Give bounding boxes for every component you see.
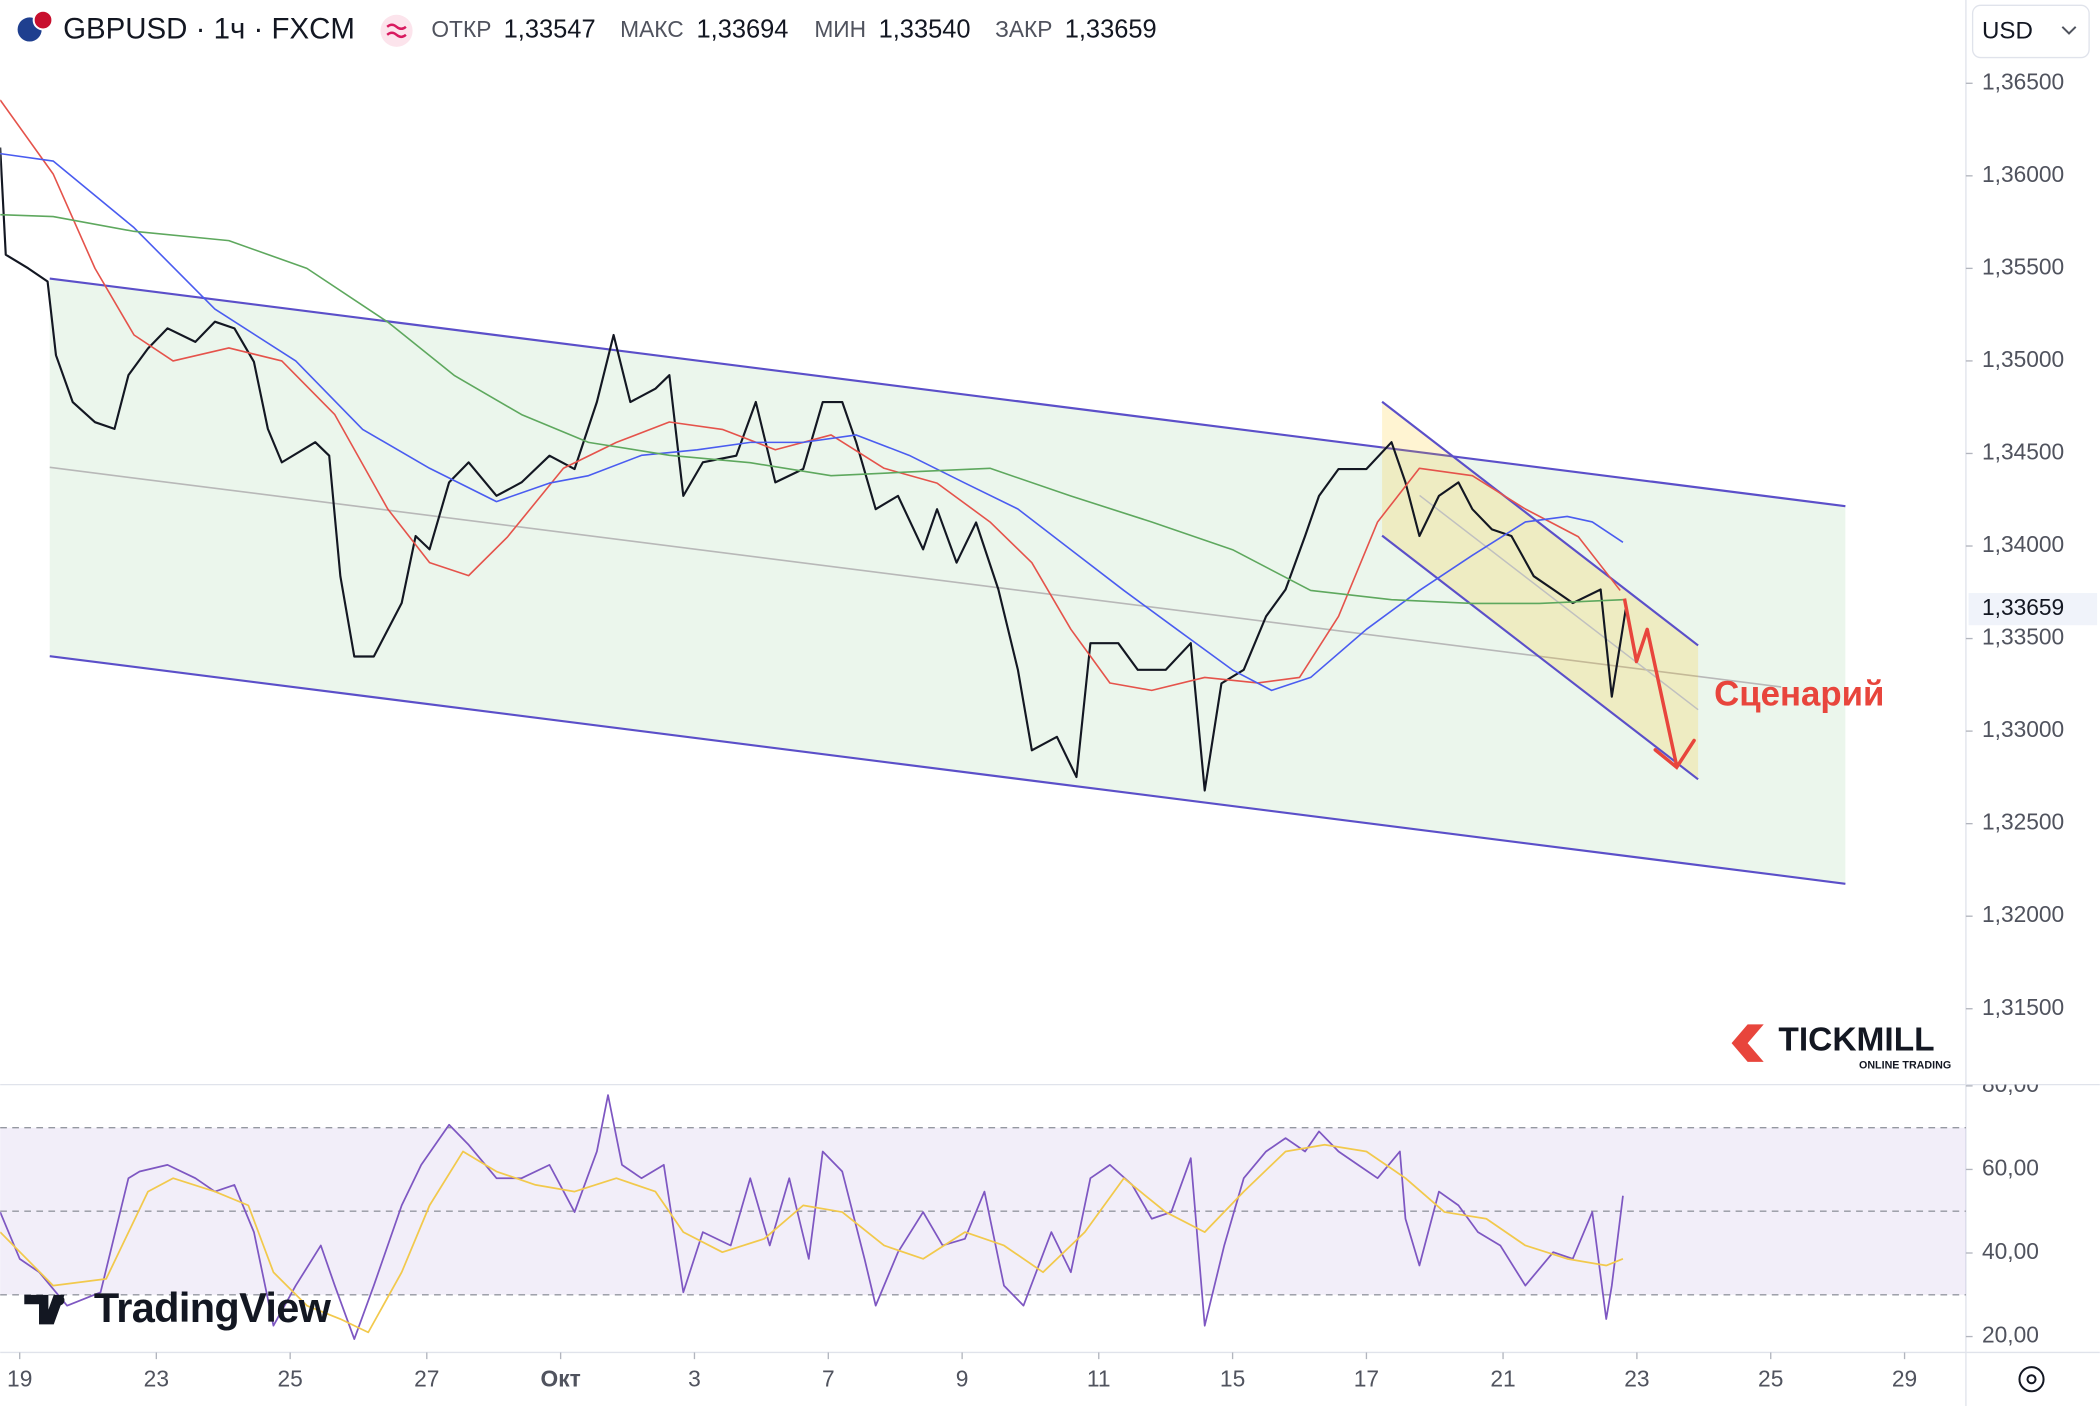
local-channel-lower xyxy=(1381,534,1699,781)
y-tick-label: 1,32500 xyxy=(1982,809,2064,835)
series-line xyxy=(0,1143,1624,1334)
channel-lower xyxy=(49,655,1846,885)
x-tick-label: 9 xyxy=(956,1366,969,1392)
source-icon xyxy=(380,14,413,47)
local-channel-upper xyxy=(1381,400,1699,647)
y-tick-label: 1,33000 xyxy=(1982,716,2064,742)
y-tick-label: 1,33500 xyxy=(1982,624,2064,650)
flag-us xyxy=(32,9,54,31)
currency-button[interactable] xyxy=(1971,4,2090,59)
local-channel-fill xyxy=(1382,401,1699,780)
series-line xyxy=(0,213,1623,605)
tickmill-tagline: ONLINE TRADING xyxy=(1859,1060,1951,1072)
low-value: 1,33540 xyxy=(879,16,971,44)
y-tick-label: 1,35500 xyxy=(1982,253,2064,279)
y-tick-label: 1,31500 xyxy=(1982,994,2064,1020)
y-tick-label: 1,32000 xyxy=(1982,901,2064,927)
scenario-arrowhead xyxy=(1653,738,1696,770)
last-price-box xyxy=(1968,593,2098,626)
x-tick-label: 29 xyxy=(1892,1366,1917,1392)
close-label: ЗАКР xyxy=(995,16,1052,42)
y-tick-label: 1,34000 xyxy=(1982,531,2064,557)
last-price-label: 1,33659 xyxy=(1982,594,2064,620)
tickmill-logo xyxy=(1731,1024,1764,1062)
high-label: МАКС xyxy=(620,16,684,42)
currency-label[interactable]: USD xyxy=(1982,17,2033,44)
y-tick-label: 1,35000 xyxy=(1982,346,2064,372)
settings-icon[interactable] xyxy=(2018,1366,2045,1393)
tv-logo-dot xyxy=(53,1294,65,1306)
y-tick-label: 1,36500 xyxy=(1982,68,2064,94)
y-tick-label: 1,36000 xyxy=(1982,161,2064,187)
marks: 1,36500 1,36000 1,35500 1,35000 1,34500 1,340… xyxy=(0,68,2098,1392)
scenario-arrow xyxy=(1622,598,1679,767)
scenario-label: Сценарий xyxy=(1714,675,1884,714)
x-tick-label: 25 xyxy=(278,1366,303,1392)
x-tick-label: 23 xyxy=(144,1366,169,1392)
x-tick-label: 27 xyxy=(414,1366,439,1392)
x-tick-label: 17 xyxy=(1354,1366,1379,1392)
x-tick-label: 25 xyxy=(1758,1366,1783,1392)
y-tick-label: 20,00 xyxy=(1982,1322,2039,1348)
series-line xyxy=(0,147,1627,792)
x-tick-label: 19 xyxy=(7,1366,32,1392)
currency-caret[interactable] xyxy=(2061,26,2077,35)
y-tick-label: 60,00 xyxy=(1982,1154,2039,1180)
x-tick-label: 11 xyxy=(1087,1366,1111,1392)
x-tick-label: 3 xyxy=(688,1366,701,1392)
x-tick-label: 23 xyxy=(1624,1366,1649,1392)
y-tick-label: 1,34500 xyxy=(1982,438,2064,464)
x-tick-label: 21 xyxy=(1490,1366,1515,1392)
series-line xyxy=(0,152,1624,692)
close-value: 1,33659 xyxy=(1065,16,1157,44)
source-icon-wave xyxy=(386,23,407,39)
tv-watermark: TradingView xyxy=(94,1284,332,1331)
x-tick-label: 7 xyxy=(822,1366,835,1392)
high-value: 1,33694 xyxy=(696,16,788,44)
series-line xyxy=(0,99,1621,692)
channel-upper xyxy=(49,277,1846,508)
channel-mid xyxy=(49,466,1782,688)
y-tick-label: 40,00 xyxy=(1982,1238,2039,1264)
x-tick-label: 15 xyxy=(1220,1366,1245,1392)
settings-icon-center[interactable] xyxy=(2026,1374,2037,1385)
low-label: МИН xyxy=(814,16,866,42)
open-label: ОТКР xyxy=(431,16,491,42)
tickmill-watermark: TICKMILL xyxy=(1778,1022,1934,1059)
x-tick-label: Окт xyxy=(541,1366,581,1392)
series-line xyxy=(0,1094,1624,1340)
y-tick-label: 80,00 xyxy=(1982,1071,2039,1097)
open-value: 1,33547 xyxy=(504,16,596,44)
symbol: GBPUSD · 1ч · FXCM xyxy=(63,13,355,46)
